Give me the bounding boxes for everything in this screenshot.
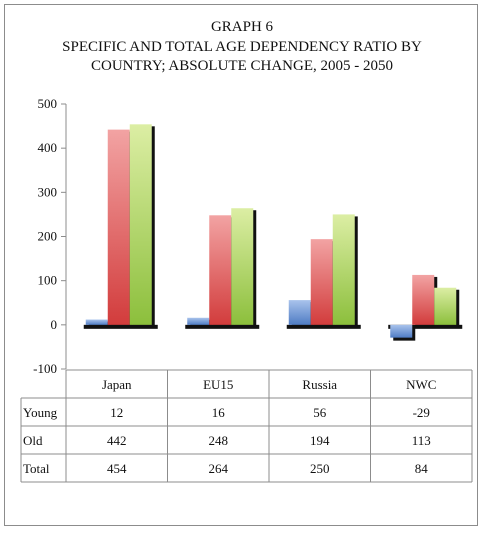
table-cell: 264 xyxy=(209,461,229,476)
table-cell: 16 xyxy=(212,405,226,420)
table-cell: 12 xyxy=(110,405,123,420)
bar-total-eu15 xyxy=(231,208,254,325)
bar-young-russia xyxy=(288,300,311,325)
y-tick-label: 200 xyxy=(38,229,58,244)
table-cell: -29 xyxy=(413,405,430,420)
data-table: Japan EU15 Russia NWC Young 12 16 56 -29 Old 442 24… xyxy=(20,369,473,483)
series-row-label: Total xyxy=(23,461,50,476)
category-label: Russia xyxy=(302,377,337,392)
table-cell: 194 xyxy=(310,433,330,448)
y-tick-label: 100 xyxy=(38,273,58,288)
bar-old-eu15 xyxy=(209,215,232,325)
category-label: EU15 xyxy=(203,377,233,392)
y-tick-label: 300 xyxy=(38,184,58,199)
bar-young-nwc xyxy=(390,324,413,338)
bar-old-nwc xyxy=(412,274,435,325)
bar-young-japan xyxy=(85,319,108,325)
y-tick-label: 500 xyxy=(38,96,58,111)
chart-subtitle-line-1: SPECIFIC AND TOTAL AGE DEPENDENCY RATIO … xyxy=(62,39,422,55)
table-cell: 56 xyxy=(313,405,327,420)
y-tick-label: 400 xyxy=(38,140,58,155)
bar-total-nwc xyxy=(434,287,457,325)
table-cell: 454 xyxy=(107,461,127,476)
table-cell: 250 xyxy=(310,461,330,476)
bars-layer xyxy=(83,124,463,341)
y-tick-label: 0 xyxy=(51,317,58,332)
bar-total-russia xyxy=(332,214,355,325)
chart-subtitle-line-2: COUNTRY; ABSOLUTE CHANGE, 2005 - 2050 xyxy=(91,58,393,74)
bar-floor-shadow xyxy=(388,324,463,329)
table-cell: 248 xyxy=(209,433,229,448)
category-label: NWC xyxy=(406,377,436,392)
bar-old-japan xyxy=(107,129,130,325)
bar-floor-shadow xyxy=(286,324,361,329)
chart-title: GRAPH 6 xyxy=(210,19,274,35)
y-tick-label: -100 xyxy=(33,361,57,376)
series-row-label: Young xyxy=(23,405,58,420)
table-cell: 113 xyxy=(412,433,431,448)
axis-layer: -100 0 100 200 300 400 500 xyxy=(33,96,67,376)
table-cell: 84 xyxy=(415,461,429,476)
bar-total-japan xyxy=(129,124,152,325)
table-cell: 442 xyxy=(107,433,127,448)
category-label: Japan xyxy=(102,377,132,392)
bar-old-russia xyxy=(310,239,333,325)
series-row-label: Old xyxy=(23,433,43,448)
bar-young-eu15 xyxy=(187,317,210,325)
bar-floor-shadow xyxy=(83,324,158,329)
